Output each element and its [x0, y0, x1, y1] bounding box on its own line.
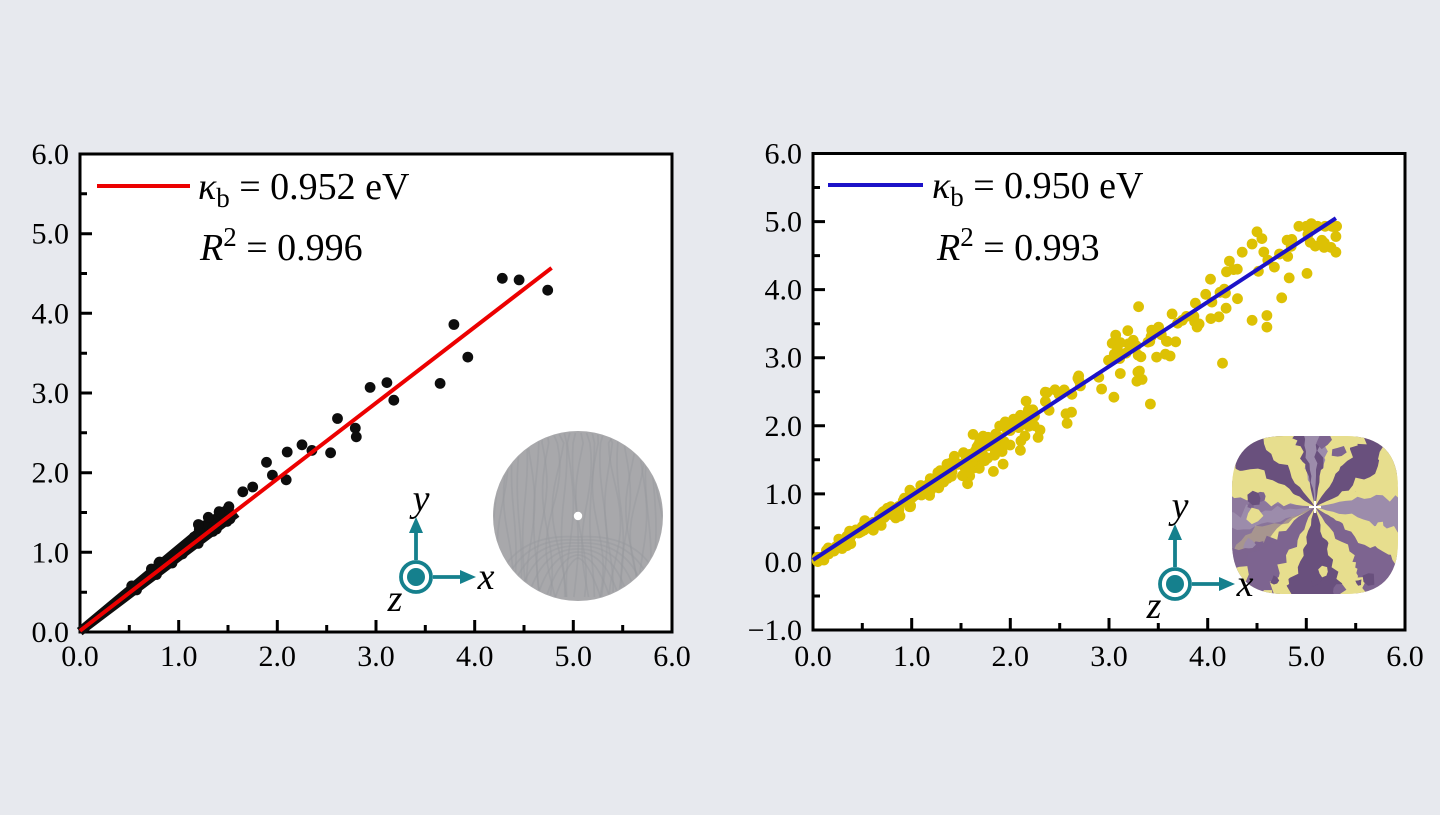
svg-text:6.0: 6.0 [1386, 640, 1424, 673]
svg-text:3.0: 3.0 [765, 342, 803, 375]
svg-text:y: y [1168, 485, 1189, 527]
svg-text:2.0: 2.0 [992, 640, 1030, 673]
svg-text:x: x [1236, 563, 1254, 605]
svg-text:4.0: 4.0 [765, 274, 803, 307]
svg-text:1.0: 1.0 [765, 478, 803, 511]
svg-text:0.0: 0.0 [794, 640, 832, 673]
svg-text:κb = 0.950 eV: κb = 0.950 eV [932, 165, 1144, 212]
svg-text:x: x [477, 556, 495, 598]
svg-text:R2 = 0.993: R2 = 0.993 [936, 222, 1100, 269]
svg-text:0.0: 0.0 [32, 616, 70, 649]
svg-text:5.0: 5.0 [1288, 640, 1326, 673]
svg-text:6.0: 6.0 [653, 640, 691, 673]
svg-text:4.0: 4.0 [1189, 640, 1227, 673]
svg-text:4.0: 4.0 [32, 297, 70, 330]
svg-text:2.0: 2.0 [259, 640, 297, 673]
svg-text:R2 = 0.996: R2 = 0.996 [199, 222, 363, 269]
svg-text:z: z [1146, 585, 1162, 627]
svg-text:5.0: 5.0 [32, 218, 70, 251]
svg-text:1.0: 1.0 [893, 640, 931, 673]
svg-text:2.0: 2.0 [32, 457, 70, 490]
svg-text:κb = 0.952 eV: κb = 0.952 eV [198, 166, 410, 213]
svg-text:1.0: 1.0 [32, 536, 70, 569]
svg-text:2.0: 2.0 [765, 410, 803, 443]
svg-text:6.0: 6.0 [32, 138, 70, 171]
svg-text:z: z [387, 578, 403, 620]
svg-text:y: y [409, 478, 430, 520]
svg-text:3.0: 3.0 [357, 640, 395, 673]
svg-text:0.0: 0.0 [61, 640, 99, 673]
svg-text:3.0: 3.0 [1090, 640, 1128, 673]
svg-text:1.0: 1.0 [160, 640, 198, 673]
svg-text:4.0: 4.0 [456, 640, 494, 673]
svg-text:6.0: 6.0 [765, 138, 803, 171]
svg-text:5.0: 5.0 [765, 206, 803, 239]
svg-text:3.0: 3.0 [32, 377, 70, 410]
svg-text:5.0: 5.0 [555, 640, 593, 673]
svg-text:0.0: 0.0 [765, 546, 803, 579]
svg-text:−1.0: −1.0 [748, 614, 802, 647]
